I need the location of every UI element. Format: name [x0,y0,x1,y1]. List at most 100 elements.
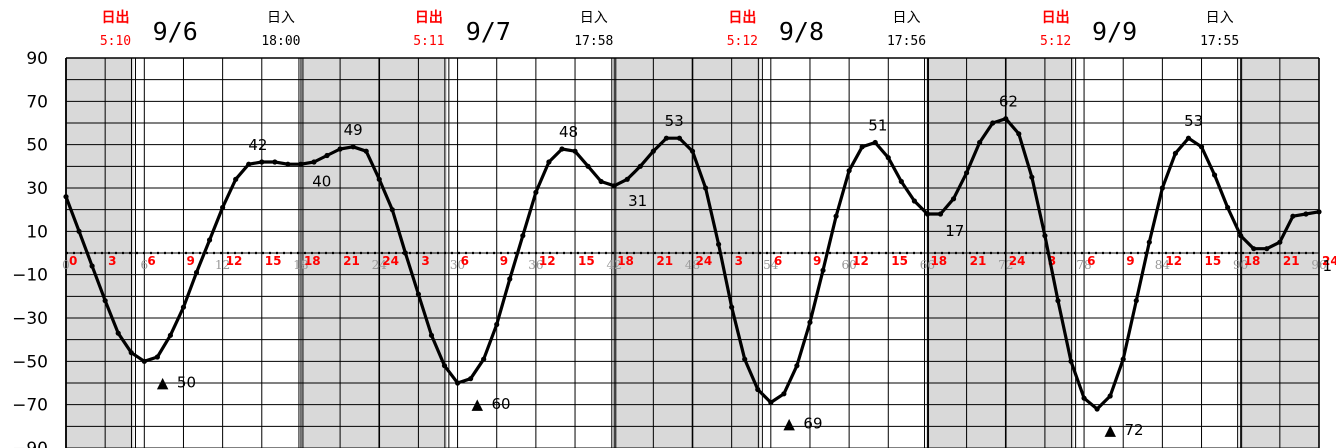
tide-point [572,148,578,154]
tide-point [115,330,121,336]
tide-point [650,148,656,154]
sunrise-label: 日出 [1042,9,1070,26]
tide-point [206,237,213,243]
annotation-label: 51 [868,117,887,135]
sunrise-label: 日出 [728,9,756,26]
tide-point [494,321,500,328]
x-hour-label: 9 [813,254,821,268]
x-hour-label: 15 [265,254,282,268]
x-hour-label: 24 [1009,254,1026,268]
x-cumulative-label: 6 [140,258,148,272]
tide-point [1107,393,1113,399]
sunrise-time: 5:12 [1040,34,1071,49]
annotation-label: 1 [1322,257,1332,275]
tide-point [285,161,291,167]
sunrise-time: 5:12 [727,34,758,49]
x-hour-label: 18 [1244,254,1261,268]
tide-point [324,152,330,159]
y-tick-label: −30 [12,309,48,329]
sunset-label: 日入 [1206,10,1234,26]
x-hour-label: 21 [343,254,360,268]
tide-point [1068,358,1074,364]
tide-point [755,386,761,393]
y-tick-label: −10 [12,266,48,286]
tide-point [1290,213,1296,219]
tide-point [716,241,722,247]
tide-point [1003,116,1009,122]
tide-point [833,213,839,219]
tide-point [742,356,748,362]
tide-point [311,159,317,165]
tide-point [507,276,513,282]
tide-point [298,161,304,167]
tide-point [1303,211,1309,217]
tide-point [520,233,526,239]
tide-point [128,350,134,356]
tide-point [1316,209,1322,215]
y-tick-label: 70 [26,92,48,112]
tide-point [180,304,187,310]
tide-point [363,148,369,154]
tide-point [885,155,891,161]
day-date: 9/6 [153,17,198,46]
x-hour-label: 3 [108,254,116,268]
annotation-label: 48 [559,123,578,141]
annotation-label: 49 [344,121,363,139]
sunrise-time: 5:11 [413,34,444,49]
tide-point [1264,246,1270,252]
tide-point [1277,239,1283,245]
annotation-label: 69 [803,415,822,433]
tide-point [376,176,382,182]
tide-point [1159,185,1165,191]
sunrise-label: 日出 [101,9,129,26]
x-hour-label: 6 [147,254,155,268]
tide-point [1146,239,1152,245]
low-tide-marker: ▲ [1105,421,1117,439]
y-tick-label: 90 [26,49,48,69]
y-tick-label: −90 [12,439,48,448]
tide-point [637,163,643,169]
x-cumulative-label: 66 [920,258,935,272]
x-hour-label: 9 [186,254,194,268]
tide-point [63,194,69,200]
annotation-label: 42 [248,136,267,154]
x-cumulative-label: 60 [841,258,856,272]
y-tick-label: 10 [26,222,48,242]
tide-point [1251,246,1257,252]
x-hour-label: 9 [500,254,508,268]
sunset-time: 18:00 [261,34,300,49]
tide-point [990,120,996,126]
tide-point [246,161,252,167]
tide-point [193,269,200,276]
y-tick-label: −50 [12,352,48,372]
tide-point [977,139,983,146]
tide-point [481,356,487,362]
tide-point [1185,135,1192,141]
x-cumulative-label: 36 [528,258,543,272]
tide-point [689,148,696,154]
tide-point [1029,174,1035,180]
tide-point [911,198,917,204]
x-hour-label: 24 [382,254,399,268]
x-cumulative-label: 78 [1076,258,1091,272]
x-hour-label: 12 [852,254,869,268]
tide-point [950,196,957,202]
tide-point [337,146,343,152]
y-tick-label: −70 [12,396,48,416]
y-tick-label: 50 [26,136,48,156]
x-cumulative-label: 12 [215,258,230,272]
annotation-label: 40 [312,172,331,190]
tide-point [781,391,787,397]
x-hour-label: 3 [421,254,429,268]
day-date: 9/8 [779,17,824,46]
tide-point [441,363,448,369]
tide-point [924,211,931,217]
annotation-label: 62 [999,93,1018,111]
tide-point [1120,356,1126,362]
tide-point [141,358,147,364]
tide-point [389,207,395,213]
x-hour-label: 24 [1322,254,1336,268]
x-cumulative-label: 30 [450,258,465,272]
x-cumulative-label: 84 [1155,258,1171,272]
